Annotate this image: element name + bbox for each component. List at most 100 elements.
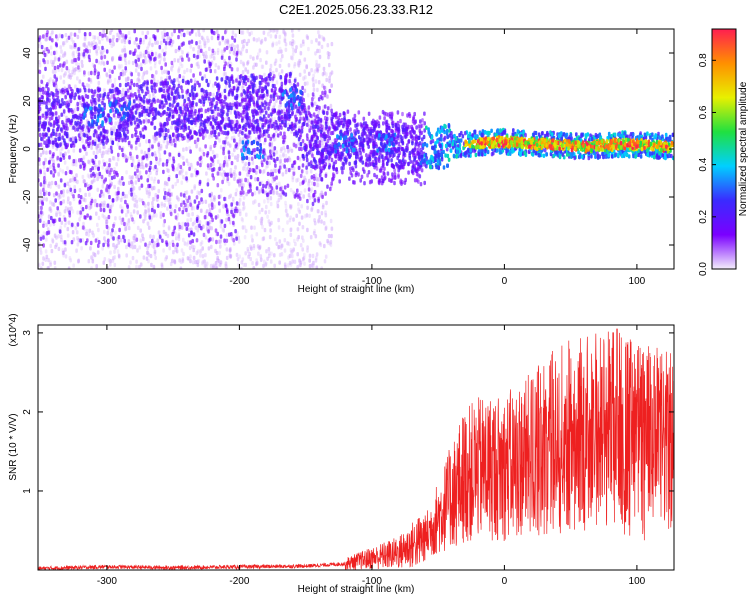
heatmap-cell [157,142,160,147]
heatmap-cell [105,129,109,135]
heatmap-cell [349,127,352,132]
heatmap-cell [93,252,96,257]
heatmap-cell [105,35,109,41]
heatmap-cell [165,144,168,149]
heatmap-cell [252,37,256,42]
heatmap-cell [147,194,151,199]
heatmap-cell [192,47,195,52]
heatmap-cell [88,205,91,211]
heatmap-cell [274,237,277,242]
heatmap-cell [103,257,107,262]
heatmap-cell [289,187,293,193]
heatmap-cell [170,67,174,72]
heatmap-cell [210,198,213,203]
heatmap-cell [126,220,130,225]
heatmap-cell [308,128,311,133]
heatmap-cell [287,255,290,260]
heatmap-cell [74,92,77,97]
heatmap-cell [112,34,115,40]
heatmap-cell [147,43,150,48]
heatmap-cell [131,93,135,98]
heatmap-cell [265,160,269,166]
heatmap-cell [289,215,292,220]
heatmap-cell [47,87,50,92]
heatmap-cell [89,246,92,251]
heatmap-cell [125,78,128,83]
heatmap-cell [157,179,160,184]
heatmap-cell [122,91,125,96]
heatmap-cell [40,94,44,100]
heatmap-cell [198,125,202,131]
heatmap-cell [107,214,111,220]
heatmap-cell [319,117,323,123]
heatmap-cell [264,261,268,266]
heatmap-cell [49,243,52,249]
heatmap-cell [229,253,233,259]
heatmap-cell [38,262,41,267]
heatmap-cell [240,260,244,265]
heatmap-cell [63,61,66,66]
heatmap-cell [236,179,240,184]
heatmap-cell [72,194,75,199]
heatmap-cell [220,166,223,171]
heatmap-cell [236,153,240,159]
heatmap-cell [53,65,57,71]
heatmap-cell [146,89,150,95]
heatmap-cell [98,146,102,151]
heatmap-cell [216,231,219,237]
heatmap-cell [81,207,85,212]
heatmap-cell [204,211,208,216]
heatmap-cell [284,204,288,209]
heatmap-cell [70,143,73,148]
heatmap-cell [233,208,237,214]
heatmap-cell [214,215,218,220]
heatmap-cell [141,233,144,238]
heatmap-cell [267,32,270,37]
heatmap-cell [228,248,232,253]
heatmap-cell [40,79,43,84]
heatmap-cell [133,171,137,176]
heatmap-cell [54,244,57,250]
heatmap-cell [191,244,194,249]
heatmap-cell [138,245,141,250]
heatmap-cell [89,240,93,246]
heatmap-cell [59,148,62,154]
heatmap-cell [267,155,270,160]
heatmap-cell [209,146,212,152]
heatmap-cell [243,225,247,230]
heatmap-cell [211,237,215,242]
heatmap-cell [258,95,262,100]
heatmap-cell [183,98,186,104]
heatmap-cell [133,197,137,203]
heatmap-cell [191,222,195,227]
figure-title: C2E1.2025.056.23.33.R12 [279,2,433,17]
heatmap-cell [306,81,309,86]
heatmap-cell [188,40,191,45]
heatmap-cell [226,112,229,117]
heatmap-cell [258,48,262,53]
heatmap-cell [56,65,60,70]
heatmap-cell [91,158,95,163]
heatmap-cell [38,198,41,203]
heatmap-cell [391,175,395,180]
heatmap-cell [211,217,214,223]
heatmap-cell [78,188,82,193]
heatmap-cell [158,157,162,162]
heatmap-cell [191,173,194,178]
heatmap-cell [38,60,41,65]
heatmap-cell [263,259,266,264]
heatmap-cell [237,142,241,147]
heatmap-cell [176,87,179,92]
heatmap-cell [313,218,316,223]
heatmap-cell [195,41,198,46]
heatmap-cell [64,247,67,252]
heatmap-cell [241,257,245,262]
heatmap-cell [95,146,99,151]
heatmap-cell [217,258,221,264]
heatmap-cell [420,123,424,128]
heatmap-cell [137,71,140,77]
heatmap-cell [393,180,396,186]
heatmap-cell [118,145,122,150]
heatmap-cell [141,53,144,58]
